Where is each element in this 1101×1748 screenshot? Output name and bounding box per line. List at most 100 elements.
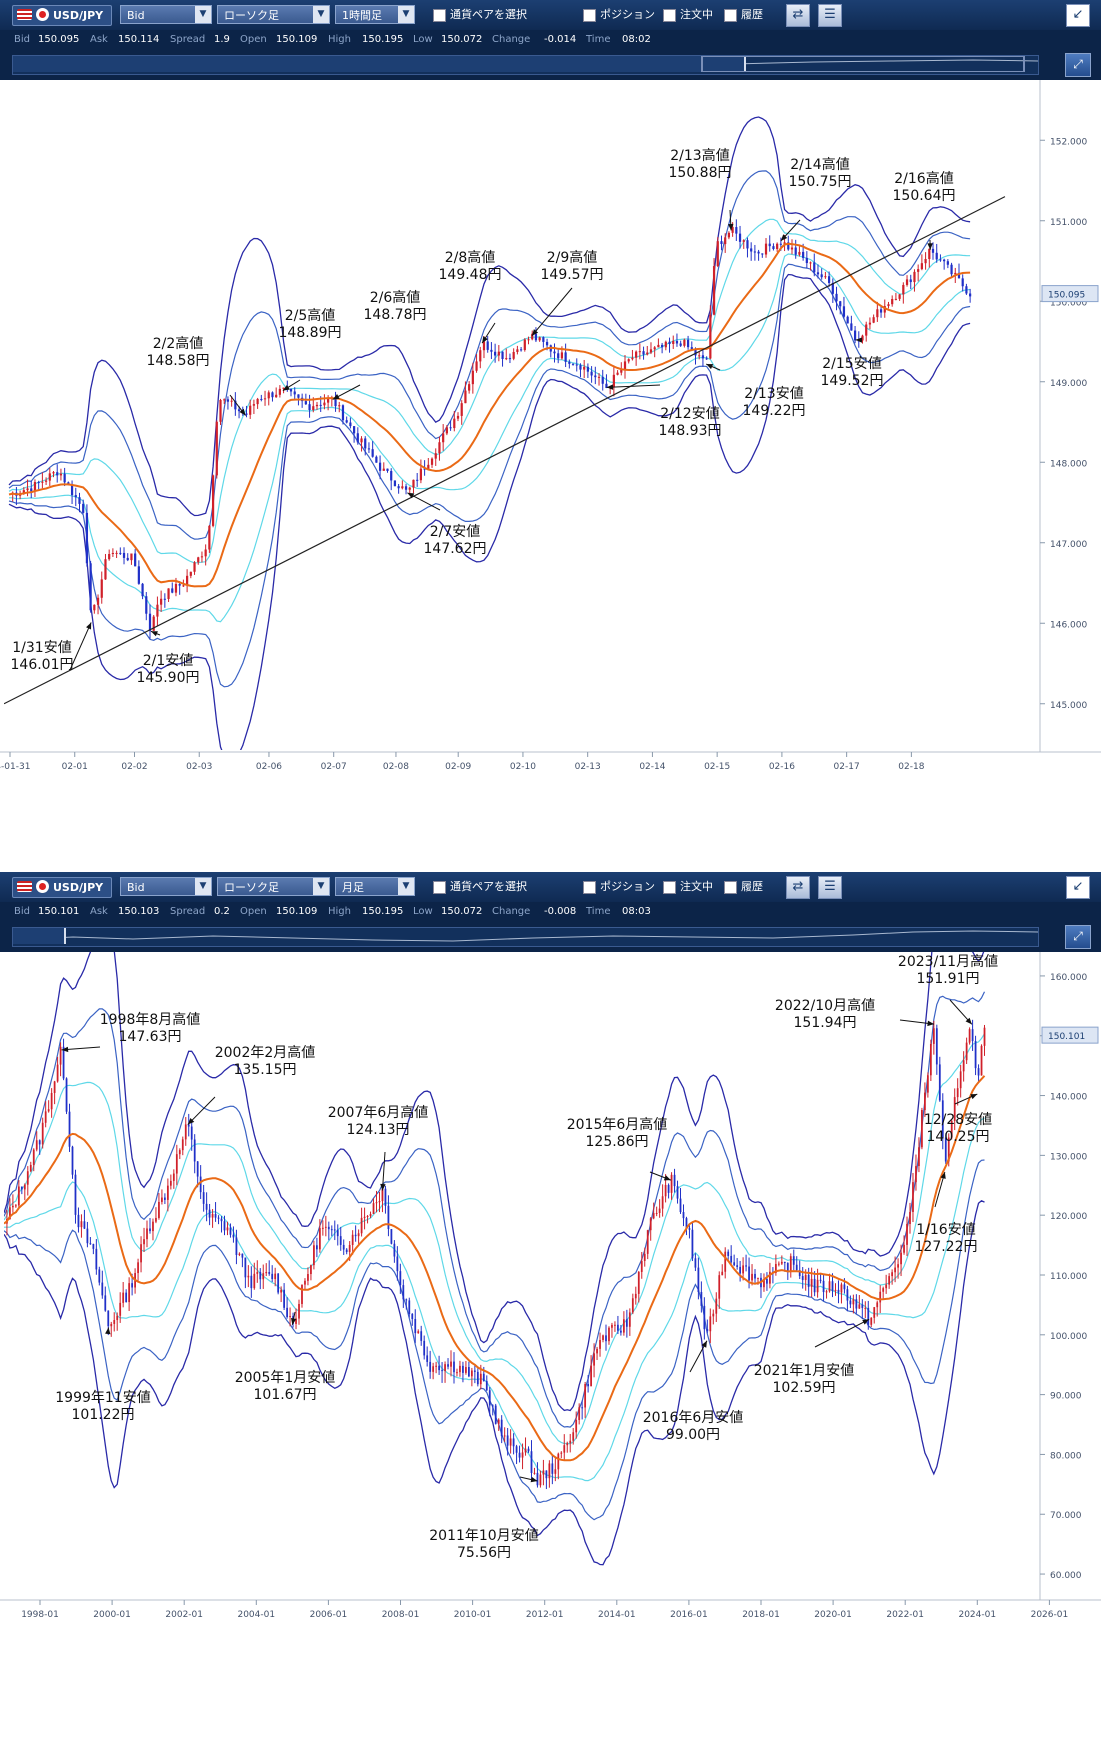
pair-select-toggle[interactable]: 通貨ペアを選択	[433, 877, 527, 896]
candle-body	[720, 241, 723, 245]
currency-pair-badge[interactable]: USD/JPY	[12, 5, 112, 26]
candle-body	[596, 1348, 598, 1354]
candle-body	[575, 1419, 578, 1433]
history-toggle[interactable]: 履歴	[724, 5, 763, 24]
candle-body	[668, 341, 671, 344]
candle-body	[131, 1283, 133, 1288]
price-type-select[interactable]: Bid ▼	[120, 5, 212, 24]
navigator-handle[interactable]	[13, 928, 67, 944]
navigator-track[interactable]	[12, 55, 1039, 75]
candle-body	[935, 1028, 938, 1065]
candle-body	[868, 322, 872, 325]
candle-body	[44, 480, 48, 482]
y-tick-label: 80.000	[1050, 1451, 1082, 1461]
navigator-window[interactable]	[701, 56, 1025, 72]
checkbox[interactable]	[724, 8, 737, 22]
open-key: Open	[240, 906, 267, 917]
checkbox[interactable]	[433, 880, 446, 894]
candle-body	[718, 1275, 721, 1299]
candle-body	[202, 1192, 205, 1204]
checkbox[interactable]	[583, 8, 596, 22]
candle-body	[519, 349, 523, 351]
candle-body	[789, 1256, 792, 1273]
candle-body	[709, 314, 712, 359]
candle-body	[275, 394, 278, 398]
candle-body	[82, 503, 85, 513]
chart-settings-button[interactable]: ⇄	[786, 4, 810, 27]
expand-navigator-button[interactable]: ⤢	[1065, 925, 1091, 949]
candle-body	[348, 1244, 351, 1253]
checkbox[interactable]	[724, 880, 737, 894]
candle-body	[253, 1273, 256, 1289]
annotation-date: 2002年2月高値	[215, 1044, 316, 1061]
history-toggle[interactable]: 履歴	[724, 877, 763, 896]
chart-settings-button[interactable]: ⇄	[786, 876, 810, 899]
orders-toggle[interactable]: 注文中	[663, 877, 713, 896]
currency-pair-badge[interactable]: USD/JPY	[12, 877, 112, 898]
candle-body	[774, 1264, 777, 1273]
layout-button[interactable]: ☰	[818, 876, 842, 899]
interval-select[interactable]: 月足 ▼	[335, 877, 415, 896]
minimize-button[interactable]: ↙	[1066, 4, 1090, 27]
position-toggle[interactable]: ポジション	[583, 877, 655, 896]
bid-key: Bid	[14, 906, 30, 917]
candle-body	[898, 294, 901, 299]
candle-body	[17, 1186, 20, 1206]
last-price-marker: 150.101	[1041, 1026, 1099, 1044]
annotation-price: 135.15円	[234, 1062, 297, 1078]
chart-type-select[interactable]: ローソク足 ▼	[217, 877, 330, 896]
candle-body	[217, 1217, 220, 1219]
candle-body	[888, 1276, 891, 1285]
interval-select[interactable]: 1時間足 ▼	[335, 5, 415, 24]
candle-body	[367, 448, 371, 450]
candle-body	[700, 1291, 703, 1306]
checkbox[interactable]	[663, 8, 676, 22]
candle-body	[345, 420, 348, 423]
spread-value: 1.9	[214, 34, 230, 45]
candle-body	[928, 248, 931, 259]
candle-body	[345, 1249, 348, 1253]
price-type-select[interactable]: Bid ▼	[120, 877, 212, 896]
pair-select-label: 通貨ペアを選択	[450, 8, 527, 21]
candle-body	[703, 1305, 706, 1330]
orders-toggle[interactable]: 注文中	[663, 5, 713, 24]
candle-body	[356, 433, 359, 443]
navigator-handle[interactable]	[13, 56, 747, 72]
chart-canvas-hourly[interactable]: 152.000 151.000 150.000 149.000 148.000 147.0…	[0, 80, 1101, 870]
pair-select-toggle[interactable]: 通貨ペアを選択	[433, 5, 527, 24]
checkbox[interactable]	[433, 8, 446, 22]
candle-body	[813, 262, 816, 273]
expand-navigator-button[interactable]: ⤢	[1065, 53, 1091, 77]
checkbox[interactable]	[663, 880, 676, 894]
candle-body	[256, 1272, 259, 1274]
chart-settings-icon: ⇄	[792, 879, 804, 894]
candle-body	[824, 276, 827, 278]
candle-body	[820, 274, 823, 278]
candle-body	[490, 349, 493, 352]
layout-button[interactable]: ☰	[818, 4, 842, 27]
chart-type-select[interactable]: ローソク足 ▼	[217, 5, 330, 24]
high-value: 150.195	[362, 34, 404, 45]
navigator-track[interactable]	[12, 927, 1039, 947]
arrow-head-icon	[531, 329, 539, 336]
minimize-button[interactable]: ↙	[1066, 876, 1090, 899]
candle-body	[283, 1289, 286, 1308]
chart-canvas-monthly[interactable]: 160.000150.000140.000130.000120.000110.0…	[0, 952, 1101, 1748]
candle-body	[113, 1320, 116, 1324]
checkbox[interactable]	[583, 880, 596, 894]
candle-body	[971, 1029, 974, 1042]
x-tick-label: 02-01	[62, 762, 88, 772]
annotation-arrow	[814, 1318, 870, 1348]
candle-body	[769, 1271, 771, 1284]
candle-body	[870, 1317, 873, 1325]
candle-body	[545, 341, 549, 346]
annotation-price: 101.67円	[254, 1387, 317, 1403]
position-toggle[interactable]: ポジション	[583, 5, 655, 24]
candle-body	[263, 398, 267, 400]
